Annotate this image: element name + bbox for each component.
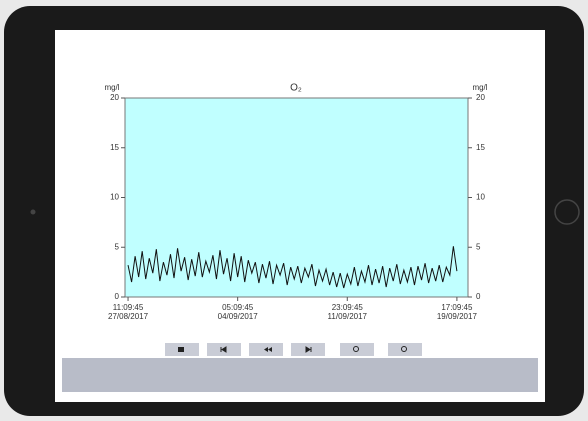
data-line bbox=[127, 246, 458, 289]
y-tick-label: 0 bbox=[115, 292, 120, 301]
icon bbox=[178, 347, 184, 352]
y2-tick-label: 0 bbox=[476, 292, 481, 301]
icon bbox=[220, 346, 227, 353]
y-tick-label: 5 bbox=[115, 242, 120, 251]
y2-tick-label: 15 bbox=[476, 143, 485, 152]
zoom-in-button[interactable] bbox=[340, 343, 374, 356]
y2-tick-label: 10 bbox=[476, 193, 485, 202]
x-tick-label: 27/08/2017 bbox=[108, 312, 149, 321]
x-tick-label: 17:09:45 bbox=[441, 303, 473, 312]
x-tick-label: 04/09/2017 bbox=[218, 312, 259, 321]
y-tick-label: 15 bbox=[110, 143, 119, 152]
x-tick-label: 11:09:45 bbox=[113, 303, 144, 312]
icon bbox=[353, 346, 359, 352]
x-tick-label: 23:09:45 bbox=[332, 303, 364, 312]
y-axis-label: mg/l bbox=[104, 83, 119, 92]
x-tick-label: 05:09:45 bbox=[222, 303, 254, 312]
home-button[interactable] bbox=[554, 199, 580, 225]
status-bar bbox=[62, 358, 538, 392]
y-tick-label: 10 bbox=[110, 193, 119, 202]
x-tick-label: 11/09/2017 bbox=[328, 312, 368, 321]
icon bbox=[264, 347, 272, 352]
icon bbox=[401, 346, 407, 352]
camera bbox=[30, 209, 36, 215]
chart-title: O₂ bbox=[290, 83, 302, 94]
y2-axis-label: mg/l bbox=[472, 83, 487, 92]
y2-tick-label: 5 bbox=[476, 242, 481, 251]
y2-tick-label: 20 bbox=[476, 93, 485, 102]
plot-area bbox=[124, 97, 469, 298]
y-tick-label: 20 bbox=[110, 93, 119, 102]
x-tick-label: 19/09/2017 bbox=[437, 312, 478, 321]
toolbar bbox=[165, 343, 422, 356]
zoom-out-button[interactable] bbox=[388, 343, 422, 356]
icon bbox=[305, 346, 312, 353]
